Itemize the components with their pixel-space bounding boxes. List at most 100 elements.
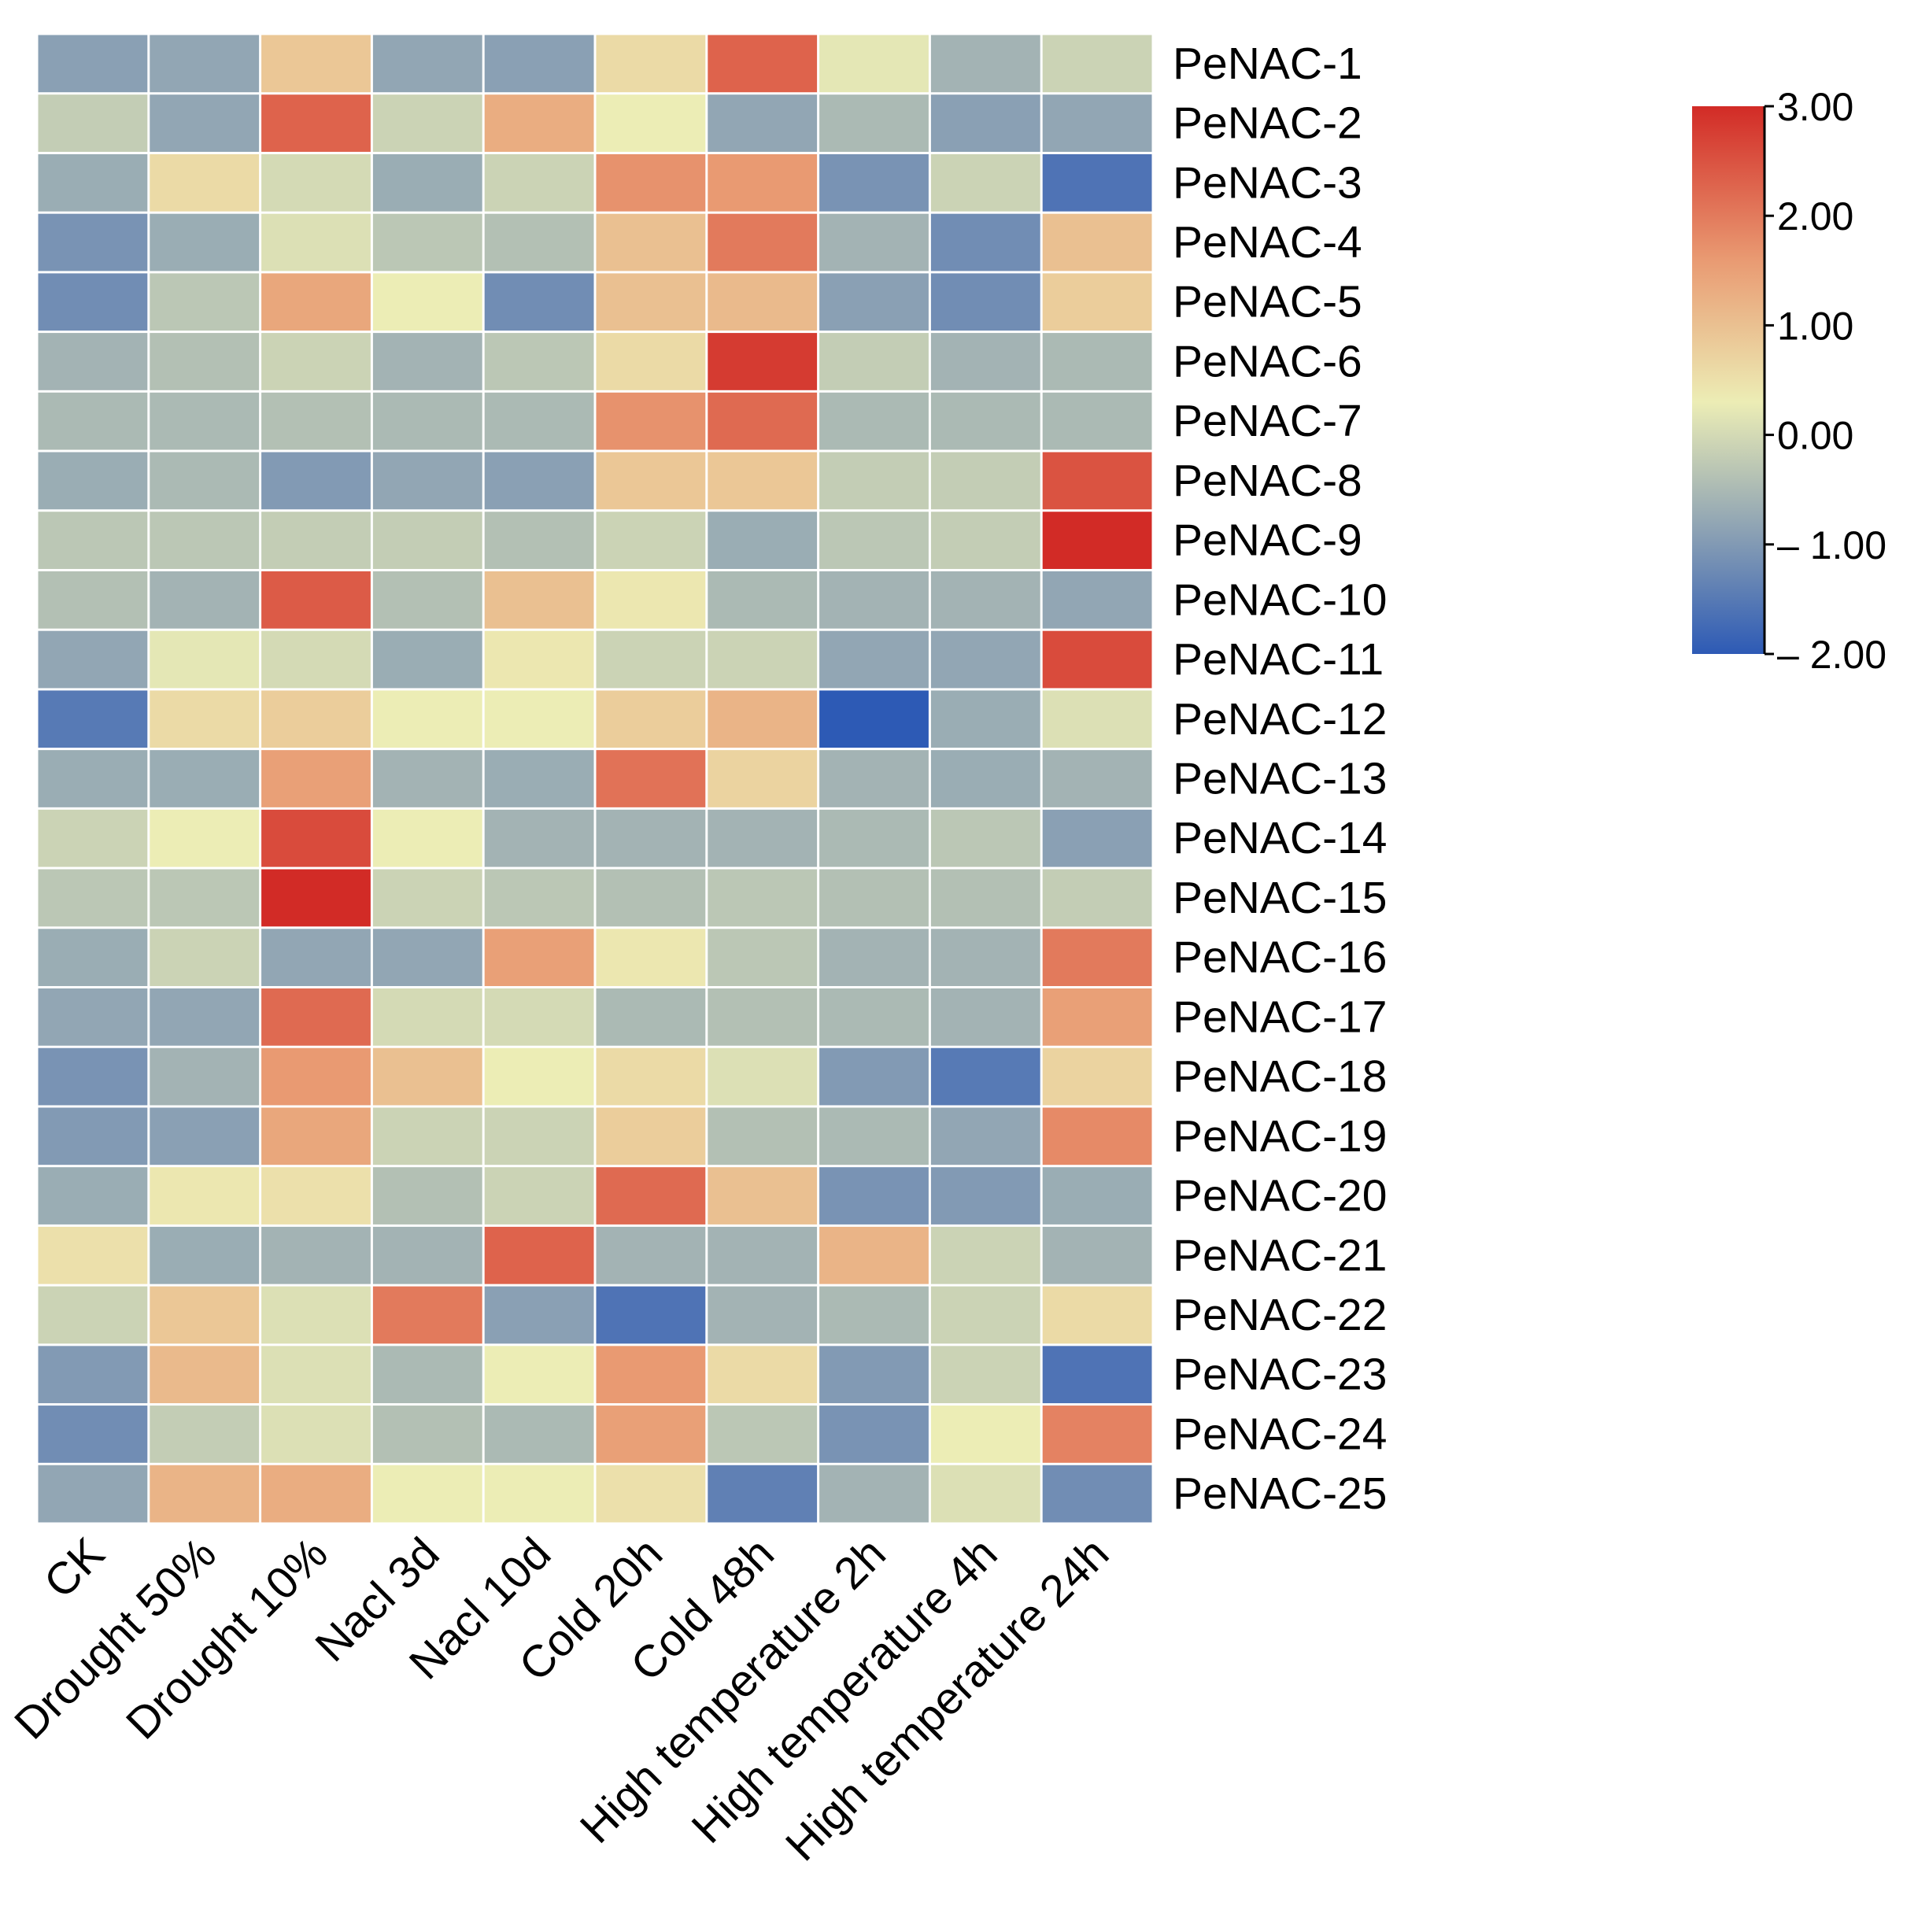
heatmap-cell <box>1042 630 1152 689</box>
row-label: PeNAC-12 <box>1173 694 1387 744</box>
row-label: PeNAC-23 <box>1173 1350 1387 1400</box>
heatmap-cell <box>708 333 818 390</box>
heatmap-cell <box>1042 273 1152 331</box>
heatmap-cell <box>261 1406 371 1463</box>
row-label: PeNAC-8 <box>1173 456 1362 506</box>
heatmap-cell <box>261 512 371 569</box>
heatmap-cell <box>38 690 148 748</box>
heatmap-cell <box>150 452 260 510</box>
heatmap-cell <box>596 869 706 927</box>
heatmap-cell <box>930 35 1040 93</box>
heatmap-cell <box>38 809 148 867</box>
heatmap-cell <box>1042 153 1152 212</box>
heatmap-cell <box>261 1346 371 1404</box>
heatmap-cell <box>261 1167 371 1225</box>
heatmap-cell <box>372 35 482 93</box>
heatmap-cell <box>484 630 594 689</box>
heatmap-cell <box>1042 1465 1152 1523</box>
heatmap-cell <box>484 869 594 927</box>
row-labels: PeNAC-1 PeNAC-2 PeNAC-3 PeNAC-4 PeNAC-5 PeNAC… <box>1173 39 1387 1519</box>
heatmap-cell <box>819 988 929 1046</box>
heatmap-cell <box>38 929 148 987</box>
heatmap-cell <box>261 869 371 927</box>
heatmap-cell <box>708 1346 818 1404</box>
heatmap-cell <box>150 94 260 152</box>
heatmap-cell <box>708 512 818 569</box>
heatmap-cell <box>819 273 929 331</box>
heatmap-cell <box>819 452 929 510</box>
heatmap-cell <box>150 929 260 987</box>
heatmap-cell <box>261 988 371 1046</box>
heatmap-cell <box>261 35 371 93</box>
heatmap-cell <box>819 333 929 390</box>
heatmap-cell <box>372 869 482 927</box>
row-label: PeNAC-6 <box>1173 336 1362 386</box>
heatmap-cell <box>819 929 929 987</box>
heatmap-cell <box>150 690 260 748</box>
heatmap-cell <box>38 1406 148 1463</box>
heatmap-cell <box>372 809 482 867</box>
heatmap-cell <box>708 571 818 629</box>
heatmap-cell <box>930 1107 1040 1165</box>
heatmap-cell <box>150 809 260 867</box>
heatmap-cell <box>484 809 594 867</box>
heatmap-cell <box>372 1226 482 1284</box>
heatmap-cell <box>596 153 706 212</box>
heatmap-cell <box>38 333 148 390</box>
heatmap-cell <box>150 333 260 390</box>
heatmap-cell <box>930 153 1040 212</box>
heatmap-cell <box>484 988 594 1046</box>
heatmap-cell <box>372 1406 482 1463</box>
heatmap-cell <box>708 988 818 1046</box>
heatmap-cell <box>38 213 148 272</box>
heatmap-cell <box>819 1346 929 1404</box>
heatmap-cell <box>150 1167 260 1225</box>
heatmap-cell <box>930 1346 1040 1404</box>
heatmap-cell <box>150 571 260 629</box>
heatmap-cell <box>38 273 148 331</box>
heatmap-cell <box>708 452 818 510</box>
heatmap-cell <box>1042 988 1152 1046</box>
heatmap-cell <box>708 153 818 212</box>
heatmap-cell <box>708 1107 818 1165</box>
heatmap-cell <box>150 1107 260 1165</box>
heatmap-cell <box>930 929 1040 987</box>
colorbar-tick-label: 3.00 <box>1777 85 1853 129</box>
heatmap-cell <box>150 869 260 927</box>
heatmap-cell <box>930 571 1040 629</box>
heatmap-cell <box>38 1465 148 1523</box>
heatmap-cell <box>484 571 594 629</box>
heatmap-cell <box>596 35 706 93</box>
heatmap-cell <box>708 94 818 152</box>
row-label: PeNAC-2 <box>1173 98 1362 149</box>
row-label: PeNAC-5 <box>1173 277 1362 327</box>
row-label: PeNAC-19 <box>1173 1111 1387 1162</box>
heatmap-cell <box>708 1465 818 1523</box>
heatmap-cell <box>596 94 706 152</box>
heatmap-cell <box>484 94 594 152</box>
heatmap-cell <box>261 94 371 152</box>
heatmap-cell <box>596 392 706 450</box>
heatmap-cell <box>708 690 818 748</box>
heatmap-cell <box>930 1047 1040 1106</box>
heatmap-cell <box>708 1226 818 1284</box>
heatmap-cell <box>484 1346 594 1404</box>
column-label: CK <box>35 1528 114 1608</box>
colorbar-tick-label: 0.00 <box>1777 414 1853 458</box>
heatmap-cell <box>819 571 929 629</box>
row-label: PeNAC-22 <box>1173 1290 1387 1340</box>
heatmap-cell <box>1042 750 1152 807</box>
heatmap-cell <box>261 1107 371 1165</box>
heatmap-cell <box>38 988 148 1046</box>
heatmap-cell <box>596 213 706 272</box>
heatmap-cell <box>819 1047 929 1106</box>
heatmap-cell <box>372 1286 482 1344</box>
heatmap-cell <box>596 512 706 569</box>
heatmap-cell <box>484 1167 594 1225</box>
heatmap-cell <box>708 1167 818 1225</box>
heatmap-cell <box>372 153 482 212</box>
heatmap-cell <box>150 1346 260 1404</box>
heatmap-cell <box>596 750 706 807</box>
heatmap-cell <box>38 571 148 629</box>
